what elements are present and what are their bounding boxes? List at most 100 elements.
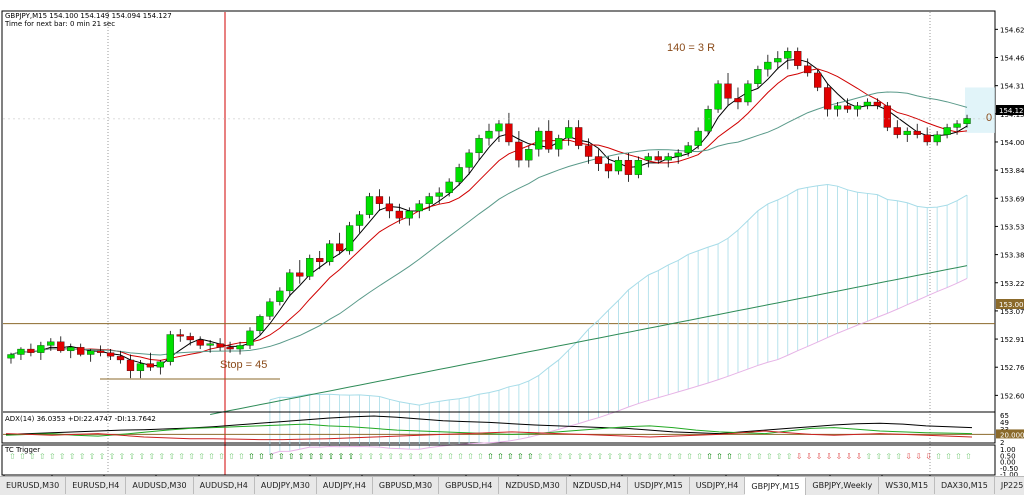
- candle-body[interactable]: [156, 361, 164, 368]
- candle-body[interactable]: [694, 130, 702, 146]
- candle-body[interactable]: [17, 348, 25, 355]
- chart-tab[interactable]: AUDJPY,M30: [255, 477, 317, 494]
- candle-body[interactable]: [594, 156, 603, 164]
- candle-body[interactable]: [784, 50, 792, 59]
- candle-body[interactable]: [226, 347, 234, 350]
- candle-body[interactable]: [27, 348, 35, 353]
- candle-body[interactable]: [535, 130, 543, 150]
- candle-body[interactable]: [276, 290, 284, 302]
- candle-body[interactable]: [435, 192, 443, 197]
- candle-body[interactable]: [485, 130, 493, 139]
- chart-tab[interactable]: GBPUSD,M30: [373, 477, 440, 494]
- candle-body[interactable]: [624, 159, 633, 175]
- candle-body[interactable]: [505, 123, 513, 143]
- candle-body[interactable]: [804, 65, 812, 74]
- candle-body[interactable]: [963, 118, 971, 124]
- candle-body[interactable]: [734, 98, 742, 103]
- candle-body[interactable]: [664, 156, 672, 161]
- candle-body[interactable]: [764, 61, 772, 70]
- candle-body[interactable]: [794, 50, 802, 66]
- candle-body[interactable]: [584, 145, 593, 157]
- candle-body[interactable]: [525, 149, 533, 161]
- candle-body[interactable]: [246, 330, 254, 346]
- candle-body[interactable]: [873, 101, 882, 106]
- candle-body[interactable]: [206, 343, 214, 346]
- adx-panel[interactable]: [1, 444, 996, 476]
- candle-body[interactable]: [863, 101, 872, 106]
- candle-body[interactable]: [385, 203, 394, 212]
- chart-tab[interactable]: USDJPY,H4: [690, 477, 746, 494]
- chart-tab[interactable]: GBPJPY,M15: [745, 477, 807, 495]
- candle-body[interactable]: [375, 196, 384, 204]
- candle-body[interactable]: [574, 127, 583, 146]
- candle-body[interactable]: [754, 69, 762, 84]
- candle-body[interactable]: [833, 105, 842, 110]
- candle-body[interactable]: [843, 105, 852, 110]
- chart-tab[interactable]: AUDJPY,H4: [317, 477, 373, 494]
- candle-body[interactable]: [893, 127, 901, 135]
- candle-body[interactable]: [37, 345, 45, 353]
- candle-body[interactable]: [475, 138, 483, 154]
- candle-body[interactable]: [515, 141, 523, 161]
- candle-body[interactable]: [405, 210, 413, 219]
- candle-body[interactable]: [146, 363, 155, 368]
- candle-body[interactable]: [465, 152, 473, 168]
- candle-body[interactable]: [7, 354, 15, 359]
- candle-body[interactable]: [216, 343, 224, 348]
- candle-body[interactable]: [415, 203, 423, 212]
- chart-tab[interactable]: AUDUSD,H4: [194, 477, 255, 494]
- candle-body[interactable]: [196, 339, 204, 346]
- candle-body[interactable]: [335, 243, 344, 252]
- candle-body[interactable]: [614, 159, 623, 172]
- candle-body[interactable]: [823, 87, 832, 110]
- chart-tab[interactable]: NZDUSD,M30: [499, 477, 567, 494]
- candle-body[interactable]: [47, 341, 55, 346]
- candle-body[interactable]: [116, 356, 125, 361]
- candle-body[interactable]: [495, 123, 503, 132]
- candle-body[interactable]: [674, 152, 682, 157]
- candle-body[interactable]: [306, 258, 314, 277]
- candle-body[interactable]: [126, 359, 135, 372]
- candle-body[interactable]: [365, 196, 374, 215]
- candle-body[interactable]: [634, 159, 643, 175]
- chart-tab[interactable]: JP225,Weekly: [995, 477, 1024, 494]
- candle-body[interactable]: [425, 196, 433, 204]
- candle-body[interactable]: [604, 163, 613, 172]
- main-chart-area[interactable]: [1, 10, 996, 444]
- candle-body[interactable]: [913, 130, 921, 135]
- candle-body[interactable]: [166, 334, 174, 362]
- chart-tab[interactable]: NZDUSD,H4: [567, 477, 629, 494]
- candle-body[interactable]: [67, 347, 75, 352]
- candle-body[interactable]: [943, 127, 951, 135]
- chart-tab[interactable]: EURUSD,H4: [66, 477, 127, 494]
- candle-body[interactable]: [654, 156, 662, 161]
- candle-body[interactable]: [545, 130, 553, 150]
- candle-body[interactable]: [316, 258, 324, 263]
- candle-body[interactable]: [136, 363, 145, 372]
- candle-body[interactable]: [883, 105, 891, 128]
- chart-tab[interactable]: DAX30,M15: [935, 477, 995, 494]
- candle-body[interactable]: [644, 156, 652, 161]
- candle-body[interactable]: [256, 316, 264, 332]
- candle-body[interactable]: [923, 134, 931, 143]
- candle-body[interactable]: [236, 345, 244, 350]
- candle-body[interactable]: [903, 130, 911, 135]
- candle-body[interactable]: [345, 225, 354, 252]
- candle-body[interactable]: [555, 138, 563, 150]
- candle-body[interactable]: [355, 214, 364, 226]
- chart-tab[interactable]: EURUSD,M30: [0, 477, 67, 494]
- candle-body[interactable]: [395, 210, 404, 219]
- chart-tab[interactable]: GBPJPY,Weekly: [806, 477, 880, 494]
- chart-tab[interactable]: WS30,M15: [879, 477, 936, 494]
- candle-body[interactable]: [684, 145, 692, 154]
- candle-body[interactable]: [296, 272, 304, 277]
- candle-body[interactable]: [57, 341, 65, 352]
- candle-body[interactable]: [186, 336, 194, 341]
- candle-body[interactable]: [714, 83, 722, 110]
- candle-body[interactable]: [266, 301, 274, 317]
- candle-body[interactable]: [953, 123, 961, 128]
- candle-body[interactable]: [106, 352, 115, 357]
- candle-body[interactable]: [704, 109, 712, 132]
- candle-body[interactable]: [724, 83, 732, 99]
